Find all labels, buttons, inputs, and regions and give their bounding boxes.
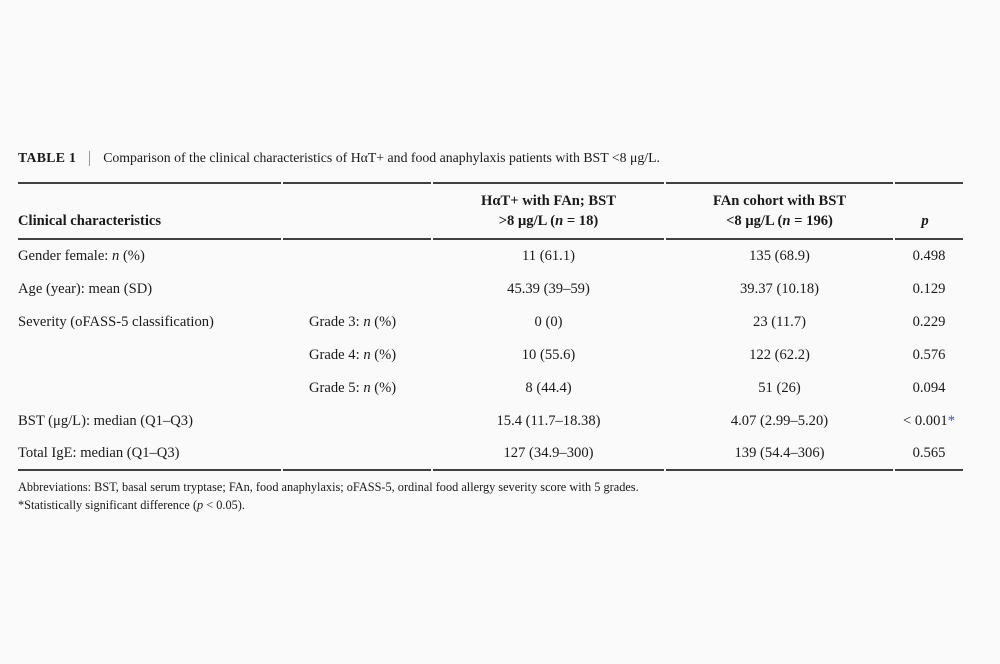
row-label xyxy=(18,339,281,372)
footnote-significance: *Statistically significant difference (p… xyxy=(18,497,245,512)
row-sublabel xyxy=(283,273,431,306)
header-subcategory-spacer xyxy=(283,182,431,240)
header-hat-cohort: HαT+ with FAn; BST >8 μg/L (n = 18) xyxy=(433,182,664,240)
footnote-abbreviations: Abbreviations: BST, basal serum tryptase… xyxy=(18,480,639,494)
value-fan-cohort: 139 (54.4–306) xyxy=(666,438,893,471)
table-footnotes: Abbreviations: BST, basal serum tryptase… xyxy=(18,479,965,514)
value-fan-cohort: 135 (68.9) xyxy=(749,248,810,264)
row-label: Gender female: n (%) xyxy=(18,248,145,264)
table-row-severity-grade3: Severity (oFASS-5 classification) Grade … xyxy=(18,306,963,339)
row-sublabel xyxy=(283,240,431,273)
value-fan-cohort: 122 (62.2) xyxy=(749,347,810,363)
value-p: 0.094 xyxy=(912,380,946,396)
value-fan-cohort: 23 (11.7) xyxy=(753,314,806,330)
row-label: Age (year): mean (SD) xyxy=(18,281,153,297)
value-hat-cohort: 8 (44.4) xyxy=(525,380,572,396)
table-row-gender: Gender female: n (%) 11 (61.1) 135 (68.9… xyxy=(18,240,963,273)
value-fan-cohort: 51 (26) xyxy=(758,380,801,396)
value-p: 0.229 xyxy=(912,314,946,330)
value-p: 0.576 xyxy=(912,347,946,363)
value-hat-cohort: 15.4 (11.7–18.38) xyxy=(496,413,601,429)
table-row-total-ige: Total IgE: median (Q1–Q3) 127 (34.9–300)… xyxy=(18,438,963,471)
value-fan-cohort: 39.37 (10.18) xyxy=(739,281,820,297)
row-sublabel xyxy=(283,405,431,438)
value-hat-cohort: 0 (0) xyxy=(534,314,563,330)
row-label xyxy=(18,372,281,405)
row-label: BST (μg/L): median (Q1–Q3) xyxy=(18,413,193,429)
significance-asterisk: * xyxy=(947,413,955,429)
table-row-bst: BST (μg/L): median (Q1–Q3) 15.4 (11.7–18… xyxy=(18,405,963,438)
value-hat-cohort: 10 (55.6) xyxy=(521,347,576,363)
row-label: Total IgE: median (Q1–Q3) xyxy=(18,438,281,471)
header-hat-line1: HαT+ with FAn; BST xyxy=(481,193,616,209)
caption-text: Comparison of the clinical characteristi… xyxy=(103,150,660,165)
value-hat-cohort: 127 (34.9–300) xyxy=(433,438,664,471)
caption-divider xyxy=(89,150,91,166)
table-row-age: Age (year): mean (SD) 45.39 (39–59) 39.3… xyxy=(18,273,963,306)
row-sublabel: Grade 5: n (%) xyxy=(309,380,397,396)
paper-table-figure: TABLE 1 Comparison of the clinical chara… xyxy=(18,147,965,514)
header-fan-line1: FAn cohort with BST xyxy=(712,193,847,209)
header-hat-line2: >8 μg/L (n = 18) xyxy=(498,213,599,229)
table-caption: TABLE 1 Comparison of the clinical chara… xyxy=(18,147,965,169)
header-fan-cohort: FAn cohort with BST <8 μg/L (n = 196) xyxy=(666,182,893,240)
value-p: 0.498 xyxy=(912,248,946,264)
value-p: 0.129 xyxy=(912,281,946,297)
header-row: Clinical characteristics HαT+ with FAn; … xyxy=(18,182,963,240)
row-sublabel: Grade 3: n (%) xyxy=(309,314,397,330)
value-p: < 0.001* xyxy=(902,413,955,429)
clinical-characteristics-table: Clinical characteristics HαT+ with FAn; … xyxy=(16,182,965,471)
table-number-label: TABLE 1 xyxy=(18,150,77,165)
value-hat-cohort: 45.39 (39–59) xyxy=(507,281,590,297)
row-label: Severity (oFASS-5 classification) xyxy=(18,314,214,330)
value-p: 0.565 xyxy=(895,438,963,471)
value-hat-cohort: 11 (61.1) xyxy=(522,248,575,264)
table-row-severity-grade4: Grade 4: n (%) 10 (55.6) 122 (62.2) 0.57… xyxy=(18,339,963,372)
header-fan-line2: <8 μg/L (n = 196) xyxy=(726,213,833,229)
row-sublabel xyxy=(283,438,431,471)
value-fan-cohort: 4.07 (2.99–5.20) xyxy=(730,413,829,429)
header-clinical-characteristics: Clinical characteristics xyxy=(18,182,281,240)
header-p-value: p xyxy=(895,182,963,240)
row-sublabel: Grade 4: n (%) xyxy=(309,347,397,363)
table-row-severity-grade5: Grade 5: n (%) 8 (44.4) 51 (26) 0.094 xyxy=(18,372,963,405)
